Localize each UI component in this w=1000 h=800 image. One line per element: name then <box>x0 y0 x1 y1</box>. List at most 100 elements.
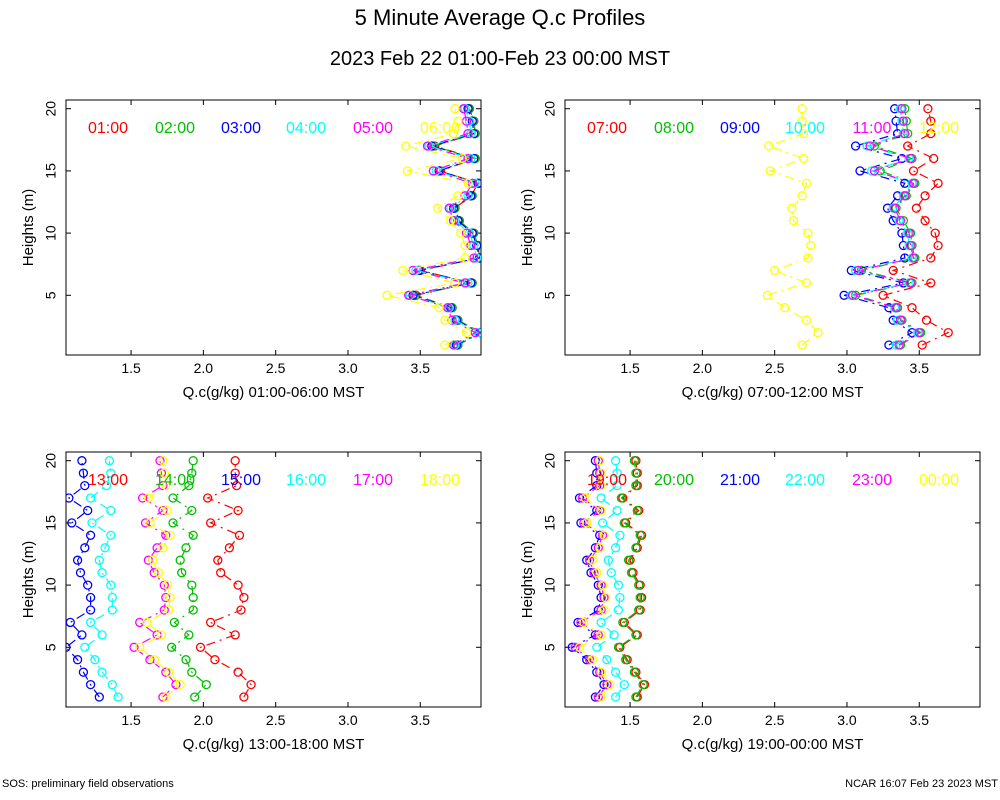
data-point <box>593 630 603 640</box>
data-point <box>106 505 116 516</box>
data-point <box>234 530 245 540</box>
data-point <box>869 141 880 151</box>
data-point <box>615 530 625 540</box>
series-2000 <box>613 456 648 702</box>
data-point <box>450 278 460 288</box>
data-point <box>606 568 616 578</box>
data-point <box>613 605 624 615</box>
series-line <box>852 108 921 346</box>
data-point <box>892 191 903 201</box>
data-point <box>230 468 240 478</box>
data-point <box>467 116 477 126</box>
legend-entry: 13:00 <box>88 472 128 489</box>
series-0500 <box>404 104 480 350</box>
data-point <box>600 592 611 603</box>
plot-area <box>762 104 953 350</box>
legend-entry: 23:00 <box>852 472 892 489</box>
legend-entry: 05:00 <box>353 120 393 137</box>
data-point <box>466 240 476 251</box>
data-point <box>801 278 812 288</box>
data-point <box>107 592 117 603</box>
data-point <box>450 315 460 325</box>
y-tick-label: 10 <box>43 577 59 593</box>
x-tick-label: 1.5 <box>620 360 640 376</box>
x-tick-label: 1.5 <box>121 360 141 376</box>
data-point <box>472 240 481 251</box>
chart-title: 5 Minute Average Q.c Profiles <box>355 5 646 30</box>
data-point <box>184 480 194 491</box>
data-point <box>129 642 139 652</box>
data-point <box>603 555 614 565</box>
x-tick-label: 2.0 <box>194 360 214 376</box>
data-point <box>66 617 75 628</box>
data-point <box>187 505 197 516</box>
data-point <box>104 456 115 466</box>
data-point <box>933 178 943 188</box>
legend-entry: 21:00 <box>720 472 760 489</box>
data-point <box>801 315 812 325</box>
data-point <box>216 568 226 578</box>
data-point <box>106 530 116 540</box>
data-point <box>456 228 466 238</box>
data-point <box>612 480 622 491</box>
x-axis-label: Q.c(g/kg) 19:00-00:00 MST <box>682 736 864 753</box>
data-point <box>803 253 813 263</box>
data-point <box>892 315 903 325</box>
data-point <box>618 617 628 628</box>
data-point <box>592 667 602 677</box>
data-point <box>135 617 145 628</box>
data-point <box>440 340 450 350</box>
data-point <box>610 692 621 702</box>
data-point <box>900 128 910 139</box>
data-point <box>153 568 164 578</box>
data-point <box>917 340 927 350</box>
data-point <box>846 265 856 276</box>
y-tick-label: 15 <box>43 515 59 531</box>
data-point <box>584 655 595 665</box>
data-point <box>632 505 642 516</box>
series-0900 <box>839 104 917 350</box>
data-point <box>78 667 89 677</box>
data-point <box>597 580 608 590</box>
data-point <box>106 468 116 478</box>
data-point <box>579 617 589 628</box>
legend-entry: 04:00 <box>286 120 326 137</box>
data-point <box>408 265 418 276</box>
data-point <box>444 203 454 213</box>
data-point <box>145 655 155 665</box>
x-tick-label: 1.5 <box>121 712 141 728</box>
data-point <box>236 605 246 615</box>
data-point <box>599 679 609 690</box>
data-point <box>107 605 117 615</box>
series-line <box>406 108 477 346</box>
data-point <box>431 166 441 176</box>
data-point <box>440 315 450 325</box>
data-point <box>80 480 90 491</box>
series-line <box>83 460 119 698</box>
data-point <box>460 240 470 251</box>
data-point <box>161 667 171 677</box>
data-point <box>582 655 592 665</box>
series-line <box>66 460 100 698</box>
data-point <box>77 456 87 466</box>
data-point <box>850 141 861 151</box>
data-point <box>466 278 476 288</box>
data-point <box>158 692 168 702</box>
data-point <box>905 240 916 251</box>
data-point <box>135 642 145 652</box>
data-point <box>140 518 151 528</box>
data-point <box>85 605 96 615</box>
data-point <box>177 568 187 578</box>
data-point <box>145 518 155 528</box>
data-point <box>629 667 640 677</box>
plot-frame <box>564 451 981 708</box>
data-point <box>839 290 849 300</box>
x-tick-label: 3.5 <box>411 712 431 728</box>
data-point <box>788 216 799 226</box>
data-point <box>878 290 888 300</box>
data-point <box>72 655 83 665</box>
data-point <box>770 265 780 276</box>
data-point <box>801 178 812 188</box>
series-0700 <box>878 104 953 350</box>
legend-entry: 15:00 <box>221 472 261 489</box>
